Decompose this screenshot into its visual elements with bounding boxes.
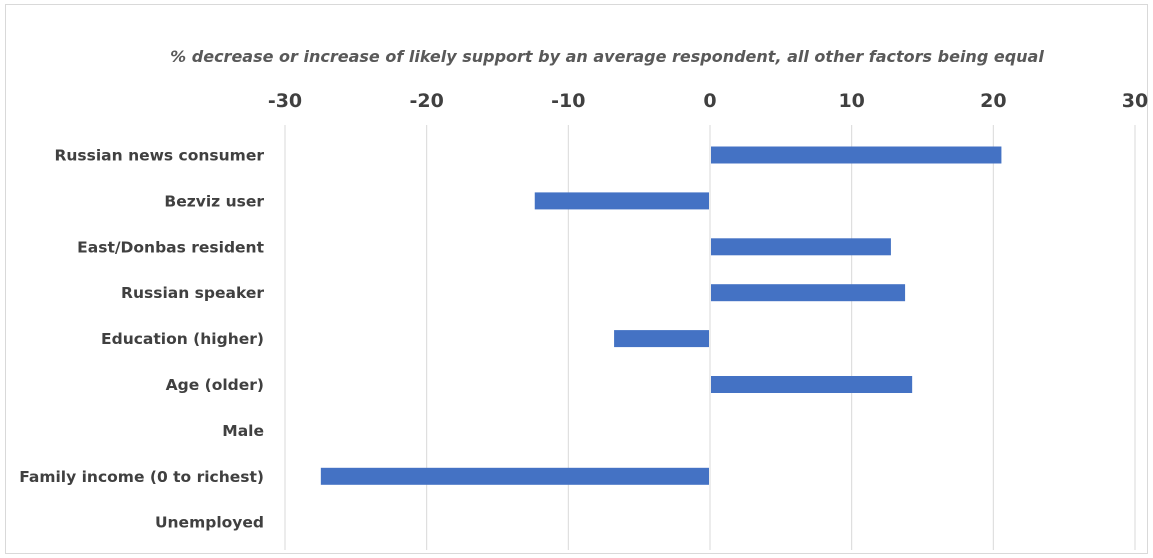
x-tick-label: 0 [703, 90, 716, 112]
x-tick-label: 30 [1122, 90, 1148, 112]
category-label: East/Donbas resident [77, 238, 264, 256]
category-label: Russian news consumer [54, 147, 264, 165]
bar [711, 284, 906, 302]
category-labels: Russian news consumer Bezviz user East/Don… [19, 147, 264, 532]
bar [711, 238, 891, 256]
bar [614, 330, 709, 348]
category-label: Age (older) [166, 376, 264, 394]
gridlines [284, 125, 1136, 550]
bar [711, 146, 1002, 164]
x-tick-label: -20 [410, 90, 444, 112]
category-label: Russian speaker [121, 284, 264, 302]
bar [711, 376, 913, 393]
bars [320, 146, 1002, 485]
chart-title: % decrease or increase of likely support… [170, 47, 1044, 66]
category-label: Unemployed [155, 514, 264, 532]
x-tick-label: -10 [551, 90, 585, 112]
x-tick-label: -30 [268, 90, 302, 112]
x-tick-label: 10 [838, 90, 864, 112]
category-label: Family income (0 to richest) [19, 468, 264, 486]
category-label: Education (higher) [101, 330, 264, 348]
category-label: Male [222, 422, 264, 440]
bar [320, 467, 709, 485]
x-axis-ticks: -30 -20 -10 0 10 20 30 [268, 90, 1148, 112]
bar [534, 192, 709, 210]
chart-frame [5, 4, 1148, 554]
x-tick-label: 20 [980, 90, 1006, 112]
category-label: Bezviz user [164, 192, 264, 210]
